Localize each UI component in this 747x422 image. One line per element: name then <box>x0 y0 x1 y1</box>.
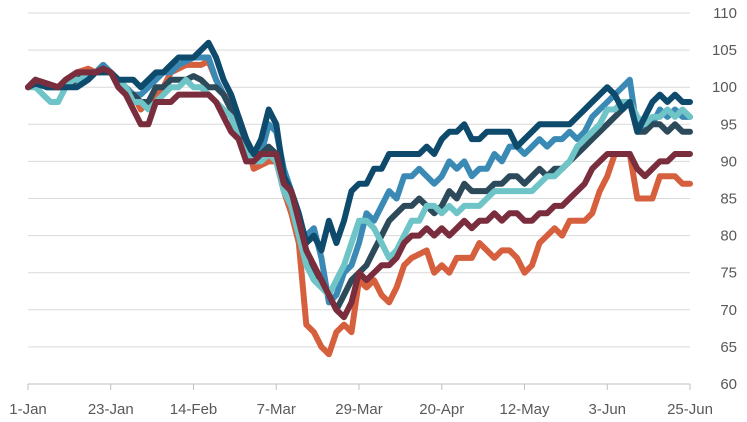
y-tick-label: 70 <box>720 302 737 319</box>
x-tick-label: 1-Jan <box>9 401 47 418</box>
x-tick-label: 20-Apr <box>419 401 464 418</box>
y-tick-label: 100 <box>712 79 737 96</box>
x-axis: 1-Jan 23-Jan 14-Feb 7-Mar 29-Mar 20-Apr 12-May… <box>9 383 713 418</box>
series-line-3 <box>25 65 693 313</box>
y-axis: 60 65 70 75 80 85 90 95 100 105 110 <box>712 5 737 393</box>
y-tick-label: 90 <box>720 153 737 170</box>
y-tick-label: 65 <box>720 339 737 356</box>
x-tick-label: 7-Mar <box>257 401 296 418</box>
y-tick-label: 85 <box>720 191 737 208</box>
series-line-6 <box>25 65 693 321</box>
series-group <box>25 39 693 358</box>
y-tick-label: 80 <box>720 228 737 245</box>
x-tick-label: 3-Jun <box>588 401 626 418</box>
y-tick-label: 110 <box>713 5 737 22</box>
x-tick-label: 12-May <box>499 401 550 418</box>
y-tick-label: 105 <box>712 42 737 59</box>
series-line-2 <box>25 54 693 306</box>
x-tick-label: 14-Feb <box>170 401 218 418</box>
y-tick-label: 95 <box>720 116 737 133</box>
series-line-4 <box>25 69 693 298</box>
y-tick-label: 60 <box>720 376 737 393</box>
x-tick-label: 25-Jun <box>667 401 713 418</box>
y-tick-label: 75 <box>720 265 737 282</box>
x-tick-label: 23-Jan <box>88 401 134 418</box>
x-tick-label: 29-Mar <box>335 401 383 418</box>
series-line-5 <box>25 39 693 254</box>
